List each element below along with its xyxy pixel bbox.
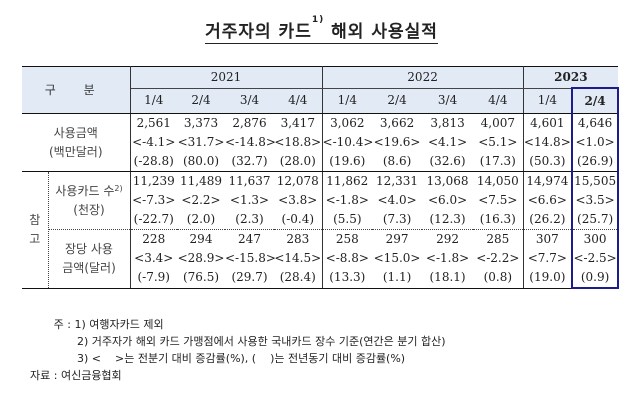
data-cell: 285 <-2.2> (0.8)	[473, 229, 524, 289]
data-cell: 11,239 <-7.3> (-22.7)	[130, 171, 177, 230]
data-cell: 2,876 <-14.8> (32.7)	[225, 113, 276, 172]
reference-group-label: 참고	[22, 171, 49, 289]
year-header-2022: 2022	[322, 66, 524, 89]
quarter-header: 3/4	[422, 88, 474, 114]
footnote-3: 3) < >는 전분기 대비 증감률(%), ( )는 전년동기 대비 증감률(…	[77, 352, 406, 365]
data-cell: 4,601 <14.8> (50.3)	[523, 113, 573, 172]
quarter-header: 2/4	[372, 88, 423, 114]
title-text-after: 해외 사용실적	[324, 22, 438, 42]
data-cell: 11,862 <-1.8> (5.5)	[322, 171, 373, 230]
data-cell: 307 <7.7> (19.0)	[523, 229, 573, 289]
row-label-line2: (백만달러)	[48, 144, 103, 159]
quarter-header-highlighted: 2/4	[571, 87, 620, 114]
table-row-card-count: 참고 사용카드 수2) (천장) 11,239 <-7.3> (-22.7) 11,…	[22, 171, 620, 289]
data-cell: 283 <14.5> (28.4)	[274, 229, 323, 289]
data-cell-highlighted: 300 <-2.5> (0.9)	[571, 229, 620, 289]
data-cell: 3,662 <19.6> (8.6)	[372, 113, 423, 172]
corner-header: 구 분	[22, 66, 131, 114]
data-cell: 13,068 <6.0> (12.3)	[422, 171, 474, 230]
year-header-2023: 2023	[523, 66, 619, 89]
data-cell: 14,050 <7.5> (16.3)	[473, 171, 524, 230]
footnote-2: 2) 거주자가 해외 카드 가맹점에서 사용한 국내카드 장수 기준(연간은 분…	[77, 335, 446, 348]
data-cell: 14,974 <6.6> (26.2)	[523, 171, 573, 230]
card-usage-table: 구 분 2021 2022 2023 1/4 2/4 3/4 4/4 1/4 2…	[22, 66, 620, 289]
quarter-header: 4/4	[473, 88, 524, 114]
footnotes: 주 : 1) 여행자카드 제외 2) 거주자가 해외 카드 가맹점에서 사용한 …	[30, 316, 446, 384]
row-label-line1: 사용금액	[53, 125, 98, 140]
data-cell: 4,007 <5.1> (17.3)	[473, 113, 524, 172]
data-cell: 3,813 <4.1> (32.6)	[422, 113, 474, 172]
row-label-line2: 금액(달러)	[62, 260, 116, 275]
data-cell: 11,489 <2.2> (2.0)	[177, 171, 225, 230]
title-text: 거주자의 카드	[205, 22, 312, 42]
document-title: 거주자의 카드1) 해외 사용실적	[0, 15, 643, 44]
data-cell: 12,078 <3.8> (-0.4)	[274, 171, 323, 230]
title-footnote-mark: 1)	[311, 15, 325, 25]
data-cell-highlighted: 4,646 <1.0> (26.9)	[571, 113, 620, 172]
data-cell: 3,417 <18.8> (28.0)	[274, 113, 323, 172]
quarter-header: 2/4	[177, 88, 225, 114]
quarter-header: 1/4	[322, 88, 373, 114]
data-cell: 258 <-8.8> (13.3)	[322, 229, 373, 289]
data-cell: 3,062 <-10.4> (19.6)	[322, 113, 373, 172]
footnote-1: 주 : 1) 여행자카드 제외	[53, 318, 164, 331]
row-label-line1: 사용카드 수	[55, 183, 115, 198]
row-label-card-count: 사용카드 수2) (천장)	[48, 171, 131, 230]
data-cell: 3,373 <31.7> (80.0)	[177, 113, 225, 172]
year-header-2021: 2021	[130, 66, 323, 89]
data-cell: 11,637 <1.3> (2.3)	[225, 171, 274, 230]
table-row-amount-per-card: 장당 사용 금액(달러) 228 <3.4> (-7.9) 294 <28.9> (76…	[22, 229, 620, 289]
row-label-footnote: 2)	[114, 183, 123, 193]
quarter-header: 3/4	[225, 88, 274, 114]
table-row-usage-amount: 사용금액 (백만달러) 2,561 <-4.1> (-28.8) 3,373 <31.…	[22, 113, 620, 172]
data-cell: 228 <3.4> (-7.9)	[130, 229, 177, 289]
data-cell: 12,331 <4.0> (7.3)	[372, 171, 423, 230]
row-label-line1: 장당 사용	[65, 241, 113, 256]
data-cell-highlighted: 15,505 <3.5> (25.7)	[571, 171, 620, 230]
quarter-header: 1/4	[523, 88, 573, 114]
row-label-amount-per-card: 장당 사용 금액(달러)	[48, 229, 131, 289]
quarter-header: 4/4	[274, 88, 323, 114]
data-cell: 294 <28.9> (76.5)	[177, 229, 225, 289]
source-line: 자료 : 여신금융협회	[30, 369, 122, 382]
quarter-header: 1/4	[130, 88, 177, 114]
data-cell: 297 <15.0> (1.1)	[372, 229, 423, 289]
row-label-line2: (천장)	[73, 202, 105, 217]
data-cell: 292 <-1.8> (18.1)	[422, 229, 474, 289]
data-cell: 247 <-15.8> (29.7)	[225, 229, 276, 289]
row-label-usage-amount: 사용금액 (백만달러)	[22, 113, 131, 172]
data-cell: 2,561 <-4.1> (-28.8)	[130, 113, 177, 172]
